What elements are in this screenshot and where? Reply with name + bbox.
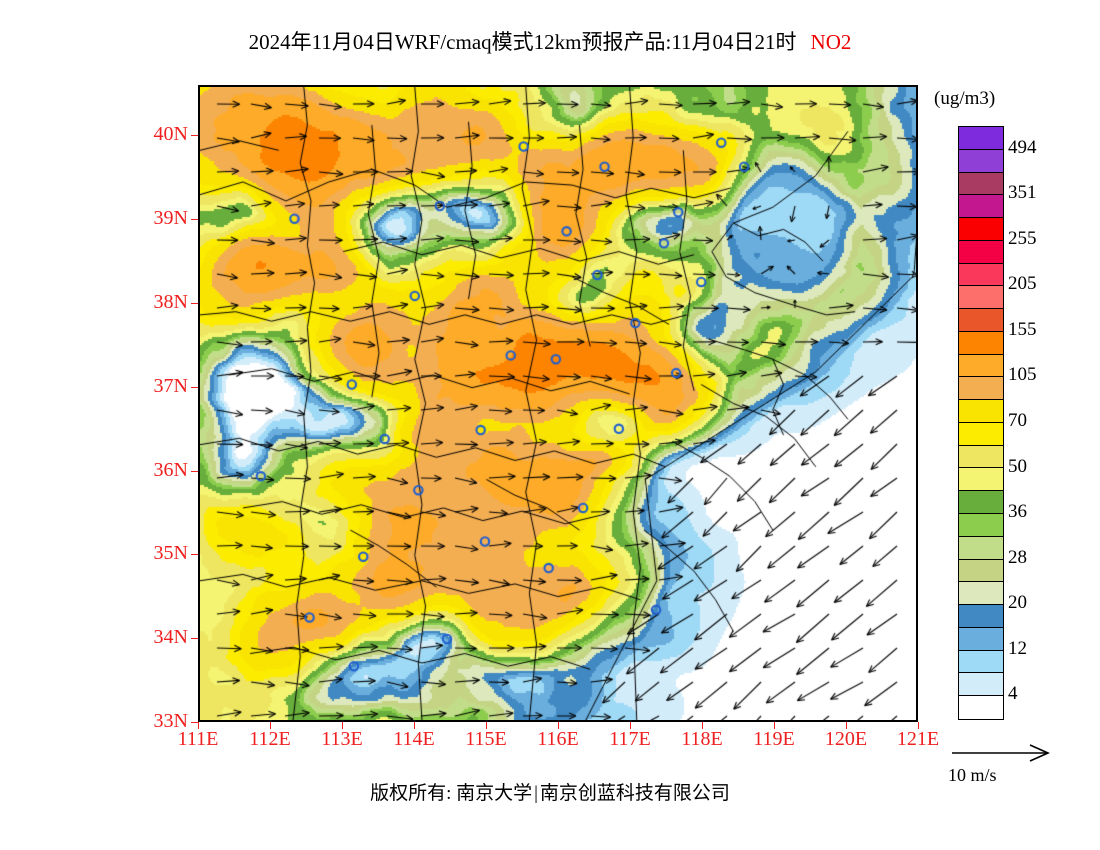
longitude-label: 113E <box>321 728 363 750</box>
colorbar-label: 4 <box>1008 683 1018 705</box>
latitude-tick <box>191 638 198 640</box>
colorbar-band <box>959 605 1003 628</box>
latitude-tick <box>191 302 198 304</box>
latitude-tick <box>191 219 198 221</box>
colorbar-band <box>959 468 1003 492</box>
longitude-tick <box>630 722 631 729</box>
colorbar-label: 20 <box>1008 592 1027 614</box>
latitude-label: 40N <box>153 123 188 146</box>
forecast-map[interactable] <box>198 85 918 722</box>
wind-scale-key: 10 m/s <box>946 742 1076 786</box>
longitude-tick <box>702 722 703 729</box>
colorbar-band <box>959 377 1003 401</box>
colorbar-label: 50 <box>1008 455 1027 477</box>
latitude-label: 38N <box>153 290 188 313</box>
colorbar-band <box>959 354 1003 378</box>
colorbar-band <box>959 536 1003 560</box>
longitude-label: 116E <box>537 728 579 750</box>
latitude-tick <box>191 554 198 556</box>
colorbar-band <box>959 696 1003 719</box>
longitude-label: 118E <box>681 728 723 750</box>
latitude-label: 33N <box>153 710 188 732</box>
colorbar-band <box>959 149 1003 173</box>
page-title: 2024年11月04日WRF/cmaq模式12km预报产品:11月04日21时 N… <box>0 26 1100 56</box>
colorbar-band <box>959 650 1003 674</box>
colorbar-band <box>959 331 1003 355</box>
longitude-label: 120E <box>824 728 868 750</box>
title-main: 2024年11月04日WRF/cmaq模式12km预报产品:11月04日21时 <box>248 30 797 54</box>
title-species: NO2 <box>810 30 852 54</box>
colorbar-label: 255 <box>1008 227 1037 249</box>
colorbar-label: 105 <box>1008 364 1037 386</box>
colorbar-band <box>959 582 1003 606</box>
colorbar-band <box>959 514 1003 537</box>
colorbar-label: 70 <box>1008 410 1027 431</box>
longitude-label: 114E <box>393 728 435 750</box>
longitude-tick <box>774 722 775 729</box>
wind-arrow-icon <box>952 744 1050 762</box>
colorbar-label: 12 <box>1008 637 1027 659</box>
colorbar-band <box>959 491 1003 515</box>
colorbar-label: 351 <box>1008 182 1037 204</box>
colorbar-label: 28 <box>1008 546 1027 568</box>
colorbar-band <box>959 127 1003 150</box>
longitude-label: 111E <box>177 728 219 750</box>
longitude-tick <box>486 722 487 729</box>
latitude-label: 37N <box>153 374 188 397</box>
colorbar-band <box>959 559 1003 583</box>
colorbar-label: 205 <box>1008 273 1037 295</box>
colorbar-band <box>959 172 1003 196</box>
colorbar-band <box>959 627 1003 651</box>
latitude-label: 34N <box>153 626 188 649</box>
latitude-tick <box>191 722 198 723</box>
longitude-label: 115E <box>465 728 507 750</box>
longitude-tick <box>918 722 919 729</box>
colorbar-band <box>959 309 1003 332</box>
colorbar-band <box>959 422 1003 446</box>
longitude-tick <box>198 722 199 729</box>
no2-concentration-field <box>200 87 916 720</box>
longitude-tick <box>846 722 847 729</box>
colorbar-label: 155 <box>1008 318 1037 340</box>
colorbar-label: 494 <box>1008 136 1037 158</box>
longitude-label: 119E <box>753 728 795 750</box>
colorbar-band <box>959 240 1003 264</box>
footer-company: 南京创蓝科技有限公司 <box>539 783 730 804</box>
wind-scale-label: 10 m/s <box>948 765 997 785</box>
colorbar-unit-label: (ug/m3) <box>934 88 996 109</box>
longitude-tick <box>270 722 271 729</box>
latitude-tick <box>191 470 198 472</box>
footer-copyright: 版权所有: 南京大学 <box>370 783 533 804</box>
footer-separator: | <box>534 783 538 804</box>
longitude-tick <box>342 722 343 729</box>
footer: 版权所有: 南京大学 | 南京创蓝科技有限公司 <box>0 778 1100 805</box>
longitude-label: 117E <box>609 728 651 750</box>
colorbar-band <box>959 195 1003 219</box>
latitude-tick <box>191 135 198 137</box>
colorbar-band <box>959 673 1003 697</box>
latitude-tick <box>191 386 198 388</box>
colorbar-band <box>959 286 1003 310</box>
longitude-tick <box>558 722 559 729</box>
colorbar[interactable] <box>958 126 1004 720</box>
latitude-label: 35N <box>153 542 188 565</box>
longitude-label: 121E <box>896 728 940 750</box>
colorbar-label: 36 <box>1008 501 1027 523</box>
longitude-label: 112E <box>249 728 291 750</box>
longitude-tick <box>414 722 415 729</box>
colorbar-band <box>959 445 1003 469</box>
latitude-label: 39N <box>153 207 188 230</box>
colorbar-band <box>959 218 1003 241</box>
colorbar-band <box>959 400 1003 423</box>
colorbar-band <box>959 263 1003 287</box>
latitude-label: 36N <box>153 458 188 481</box>
